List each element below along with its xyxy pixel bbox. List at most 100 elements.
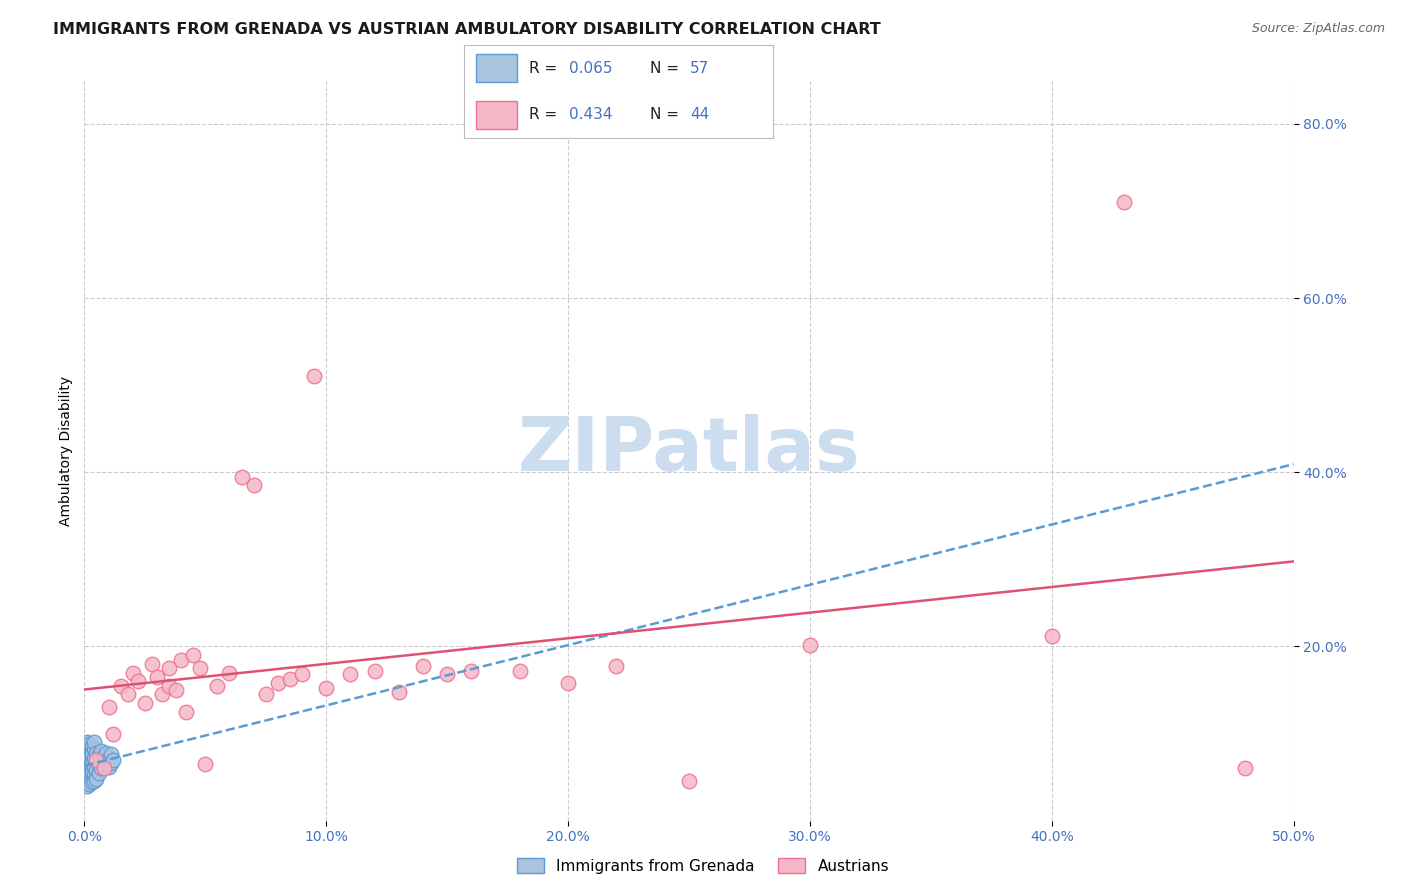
Text: 44: 44 — [690, 107, 709, 122]
Point — [90, 744, 112, 758]
Point — [218, 665, 240, 680]
Point — [412, 658, 434, 673]
Point — [291, 667, 314, 681]
Point — [388, 684, 411, 698]
Point — [97, 759, 120, 773]
Point — [87, 757, 110, 772]
Point — [339, 667, 361, 681]
Point — [77, 777, 100, 791]
Point — [302, 369, 325, 384]
Point — [87, 748, 110, 763]
Text: 0.065: 0.065 — [569, 61, 613, 76]
Point — [436, 667, 458, 681]
Point — [117, 687, 139, 701]
Point — [77, 772, 100, 786]
Point — [242, 478, 264, 492]
Point — [190, 661, 212, 675]
Point — [103, 753, 125, 767]
Point — [134, 696, 156, 710]
Point — [87, 765, 110, 780]
Point — [157, 661, 180, 675]
Point — [77, 737, 100, 751]
Y-axis label: Ambulatory Disability: Ambulatory Disability — [59, 376, 73, 525]
Text: N =: N = — [650, 107, 683, 122]
Point — [77, 746, 100, 760]
Point — [170, 652, 193, 666]
Point — [509, 664, 531, 678]
Point — [267, 676, 290, 690]
Point — [315, 681, 337, 696]
Point — [678, 774, 700, 789]
Point — [83, 768, 105, 782]
Point — [90, 753, 112, 767]
Point — [127, 674, 149, 689]
Text: Source: ZipAtlas.com: Source: ZipAtlas.com — [1251, 22, 1385, 36]
Point — [93, 758, 115, 772]
Point — [77, 759, 100, 773]
Point — [146, 670, 169, 684]
Point — [83, 751, 105, 765]
Point — [93, 749, 115, 764]
Point — [77, 755, 100, 769]
Point — [80, 747, 103, 762]
Point — [97, 700, 120, 714]
Point — [605, 658, 627, 673]
Point — [83, 774, 105, 789]
Point — [76, 757, 98, 772]
Point — [278, 672, 301, 686]
Point — [76, 739, 98, 754]
Point — [80, 744, 103, 758]
Bar — [477, 54, 516, 82]
Point — [460, 664, 482, 678]
Point — [76, 753, 98, 767]
Point — [80, 756, 103, 771]
Point — [86, 772, 108, 786]
Point — [207, 679, 229, 693]
Point — [93, 761, 115, 775]
Legend: Immigrants from Grenada, Austrians: Immigrants from Grenada, Austrians — [510, 852, 896, 880]
Point — [1114, 195, 1136, 210]
Point — [100, 747, 122, 762]
Point — [100, 756, 122, 771]
Point — [174, 705, 197, 719]
Point — [165, 683, 187, 698]
Point — [73, 761, 96, 775]
Point — [73, 770, 96, 784]
Point — [103, 726, 125, 740]
Text: 57: 57 — [690, 61, 709, 76]
Point — [76, 779, 98, 793]
Point — [97, 751, 120, 765]
Point — [80, 764, 103, 779]
Point — [141, 657, 163, 671]
Point — [94, 746, 117, 760]
Point — [254, 687, 277, 701]
Point — [86, 755, 108, 769]
Point — [80, 761, 103, 775]
Point — [80, 739, 103, 753]
Point — [799, 638, 821, 652]
Point — [557, 676, 579, 690]
Text: 0.434: 0.434 — [569, 107, 613, 122]
Point — [80, 770, 103, 784]
Point — [181, 648, 204, 662]
Point — [80, 775, 103, 789]
Text: R =: R = — [529, 61, 562, 76]
Point — [76, 748, 98, 763]
Point — [76, 774, 98, 789]
Point — [77, 751, 100, 765]
Point — [76, 765, 98, 780]
Point — [1234, 761, 1257, 775]
Point — [110, 679, 132, 693]
Point — [1040, 629, 1063, 643]
Point — [121, 665, 143, 680]
Point — [83, 759, 105, 773]
Point — [77, 742, 100, 756]
Point — [86, 753, 108, 767]
Bar — [477, 101, 516, 129]
Point — [363, 664, 385, 678]
Point — [76, 761, 98, 775]
Point — [231, 469, 253, 483]
Point — [76, 735, 98, 749]
Text: N =: N = — [650, 61, 683, 76]
Point — [80, 753, 103, 767]
